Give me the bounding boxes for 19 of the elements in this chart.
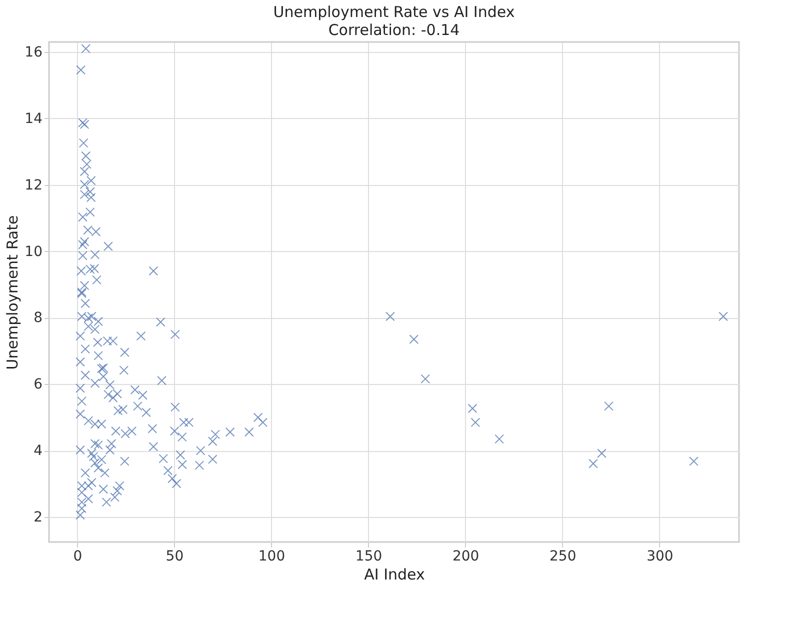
y-tick-label: 10 <box>24 244 42 260</box>
x-axis-title: AI Index <box>364 566 425 584</box>
x-tick-label: 50 <box>166 548 184 564</box>
y-tick-label: 8 <box>34 310 42 326</box>
y-tick-label: 6 <box>34 376 43 393</box>
x-tick-label: 250 <box>550 548 576 564</box>
y-axis-title: Unemployment Rate <box>4 215 22 370</box>
x-tick-label: 150 <box>355 548 382 564</box>
x-tick-label: 200 <box>452 548 480 564</box>
y-tick-label: 2 <box>34 510 42 526</box>
y-tick-label: 14 <box>24 110 43 127</box>
y-tick-label: 16 <box>24 44 43 60</box>
x-tick-label: 300 <box>646 548 674 564</box>
y-tick-label: 12 <box>24 177 42 194</box>
y-tick-label: 4 <box>34 443 43 460</box>
chart-subtitle: Correlation: -0.14 <box>328 21 460 39</box>
x-tick-label: 0 <box>73 548 82 564</box>
chart-title: Unemployment Rate vs AI Index <box>273 3 515 21</box>
x-tick-label: 100 <box>258 548 286 564</box>
